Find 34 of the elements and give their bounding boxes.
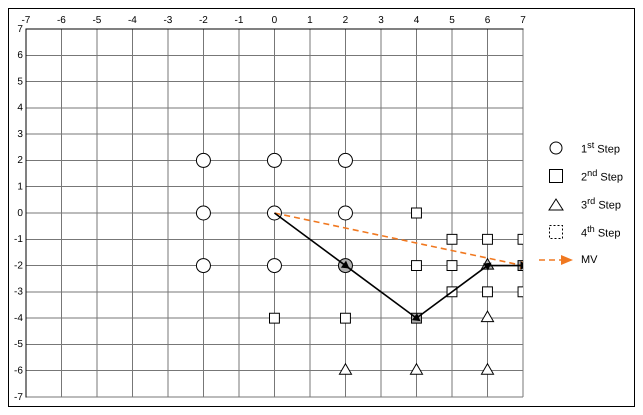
x-tick-label: -4: [128, 14, 138, 26]
y-tick-label: -1: [14, 234, 24, 246]
y-tick-label: 3: [17, 128, 24, 140]
legend-label: 2$^{nd}$ Step: [581, 168, 623, 184]
y-tick-label: 6: [17, 50, 24, 62]
x-tick-label: 2: [342, 14, 349, 26]
y-tick-label: 0: [17, 208, 24, 219]
y-tick-label: -6: [14, 365, 24, 376]
y-tick-label: -7: [14, 392, 24, 403]
x-tick-label: 4: [414, 14, 420, 26]
y-tick-label: -4: [14, 312, 24, 324]
x-tick-label: -2: [198, 14, 208, 26]
x-tick-label: 6: [484, 14, 491, 26]
x-tick-label: -3: [163, 14, 173, 26]
y-tick-label: 5: [17, 76, 24, 88]
legend-label: 4$^{th}$ Step: [581, 224, 620, 240]
x-tick-label: 1: [307, 14, 314, 26]
y-tick-label: 4: [17, 102, 24, 114]
legend-label: 1$^{st}$ Step: [581, 140, 620, 156]
y-tick-label: 2: [17, 155, 24, 166]
x-tick-label: 5: [449, 14, 456, 26]
y-tick-label: 7: [17, 24, 24, 35]
x-tick-label: -6: [56, 14, 66, 26]
legend-label: MV: [581, 254, 598, 266]
x-tick-label: 3: [378, 14, 384, 26]
legend-label: 3$^{rd}$ Step: [581, 196, 621, 212]
x-tick-label: -1: [234, 14, 244, 26]
x-tick-label: -5: [92, 14, 102, 26]
y-tick-label: 1: [17, 181, 24, 192]
x-tick-label: 0: [272, 14, 278, 26]
x-tick-label: 7: [520, 14, 526, 26]
y-tick-label: -3: [14, 286, 24, 298]
y-tick-label: -5: [14, 339, 24, 350]
y-tick-label: -2: [14, 260, 24, 272]
